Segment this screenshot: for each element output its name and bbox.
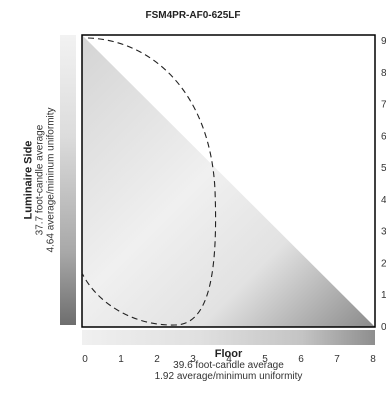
x-tick-label: 6 <box>298 354 304 365</box>
x-tick-label: 7 <box>334 354 340 365</box>
floor-heading: Floor <box>214 348 243 360</box>
y-tick-label: 5 <box>381 163 386 174</box>
y-tick-label: 7 <box>381 100 386 111</box>
x-tick-label: 1 <box>118 354 124 365</box>
x-tick-label: 5 <box>262 354 268 365</box>
x-tick-label: 0 <box>82 354 88 365</box>
y-tick-label: 3 <box>381 227 386 238</box>
y-tick-label: 8 <box>381 68 386 79</box>
floor-average: 39.6 foot-candle average <box>173 360 284 371</box>
side-illuminance-gradient-bar <box>60 35 76 325</box>
floor-illuminance-gradient-bar <box>82 330 375 345</box>
floor-uniformity: 1.92 average/minimum uniformity <box>154 371 303 382</box>
x-tick-label: 4 <box>226 354 232 365</box>
y-axis-ticks: 0 1 2 3 4 5 6 7 8 9 <box>381 36 386 333</box>
plot-frame <box>81 34 376 328</box>
y-tick-label: 2 <box>381 258 386 269</box>
luminaire-side-uniformity: 4.64 average/mininum uniformity <box>45 107 57 253</box>
y-tick-label: 4 <box>381 195 386 206</box>
luminaire-side-label: Luminaire Side 37.7 foot-candle average … <box>22 70 57 290</box>
floor-label: Floor 39.6 foot-candle average 1.92 aver… <box>82 348 375 383</box>
diagram-title: FSM4PR-AF0-625LF <box>145 10 241 21</box>
luminaire-side-average: 37.7 foot-candle average <box>34 124 46 236</box>
luminaire-side-heading: Luminaire Side <box>22 140 35 220</box>
illuminance-gradient-area <box>82 35 375 327</box>
x-tick-label: 3 <box>190 354 196 365</box>
y-tick-label: 0 <box>381 322 386 333</box>
iso-contour-dashed <box>81 37 217 326</box>
y-tick-label: 9 <box>381 36 386 47</box>
y-tick-label: 6 <box>381 131 386 142</box>
x-axis-ticks: 0 1 2 3 4 5 6 7 8 <box>82 354 376 365</box>
x-tick-label: 8 <box>370 354 376 365</box>
y-tick-label: 1 <box>381 290 386 301</box>
x-tick-label: 2 <box>154 354 160 365</box>
